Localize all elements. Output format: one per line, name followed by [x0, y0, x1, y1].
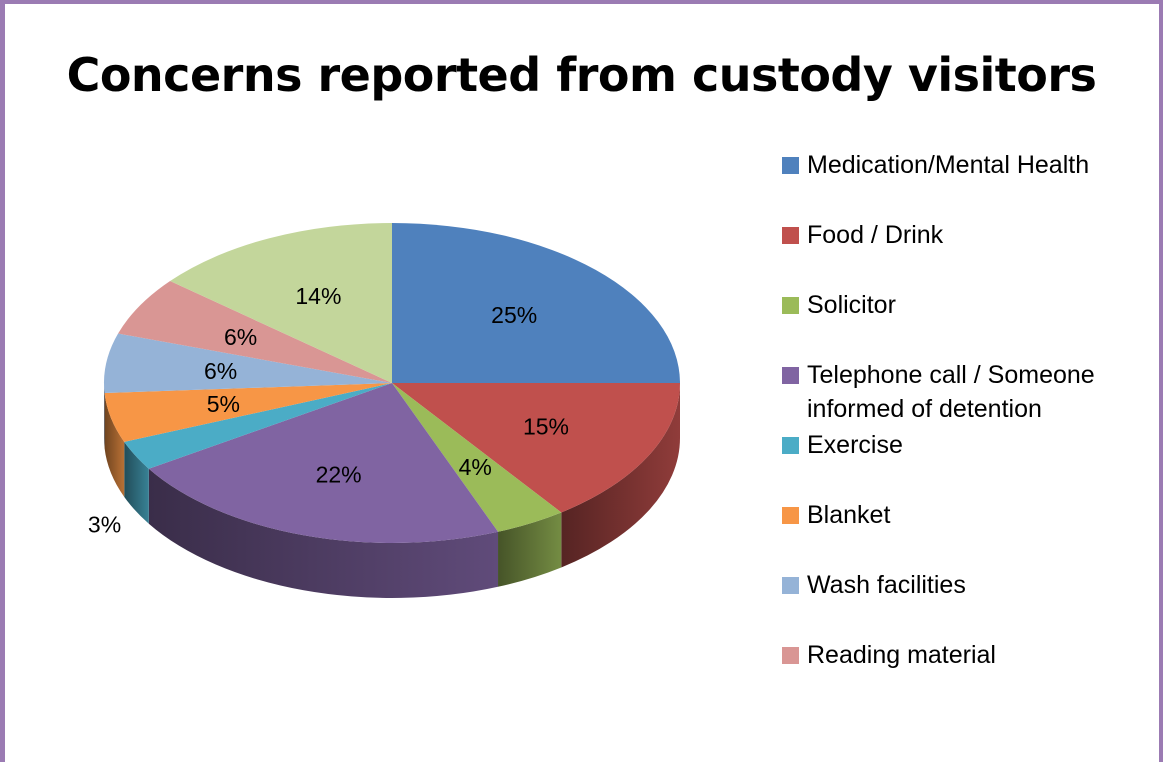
legend-swatch: [782, 437, 799, 454]
pie-slice-blanket: [104, 383, 393, 442]
data-label-reading-material: 6%: [224, 324, 257, 350]
legend-swatch: [782, 227, 799, 244]
legend-swatch: [782, 577, 799, 594]
legend-label: Food / Drink: [807, 221, 944, 249]
data-label-medication-mental-health: 25%: [491, 302, 537, 328]
pie-slice-wash-facilities: [104, 333, 393, 394]
legend-item-blanket: Blanket: [782, 498, 1137, 532]
data-label-exercise: 3%: [88, 512, 121, 538]
pie-slice-reading-material: [118, 281, 392, 383]
data-label-wash-facilities: 6%: [204, 358, 237, 384]
data-label-solicitor: 4%: [459, 454, 492, 480]
legend-label: Blanket: [807, 501, 891, 529]
legend-item-food-drink: Food / Drink: [782, 218, 1137, 252]
pie-slice-side-food-drink: [561, 383, 680, 568]
legend-label: Medication/Mental Health: [807, 151, 1090, 179]
pie-slice-side-solicitor: [498, 512, 562, 587]
legend-item-solicitor: Solicitor: [782, 288, 1137, 322]
legend-swatch: [782, 157, 799, 174]
pie-slice-side-exercise: [124, 441, 149, 524]
legend-label: Reading material: [807, 641, 996, 669]
legend-swatch: [782, 647, 799, 664]
pie-slice-slice-8: [170, 223, 392, 383]
data-label-blanket: 5%: [207, 391, 240, 417]
legend-swatch: [782, 507, 799, 524]
pie-slice-side-blanket: [104, 393, 125, 497]
data-label-slice-8: 14%: [295, 283, 341, 309]
chart-title: Concerns reported from custody visitors: [66, 48, 1097, 102]
pie-slice-side-wash-facilities: [104, 383, 105, 449]
pie-slice-telephone-call-someone-informed-of-detention: [148, 383, 499, 543]
legend-label: Telephone call / Someone informed of det…: [807, 361, 1095, 423]
legend-swatch: [782, 297, 799, 314]
legend-label: Exercise: [807, 431, 903, 459]
pie-slice-exercise: [124, 383, 393, 469]
legend-label: Wash facilities: [807, 571, 966, 599]
legend-label: Solicitor: [807, 291, 896, 319]
legend-item-medication-mental-health: Medication/Mental Health: [782, 148, 1137, 182]
legend-swatch: [782, 367, 799, 384]
data-label-telephone-call-someone-informed-of-detention: 22%: [316, 461, 362, 487]
legend-item-wash-facilities: Wash facilities: [782, 568, 1137, 602]
legend-item-telephone-call-someone-informed-of-detention: Telephone call / Someone informed of det…: [782, 358, 1137, 426]
pie-slice-food-drink: [392, 383, 680, 513]
pie-slice-side-telephone-call-someone-informed-of-detention: [148, 468, 499, 598]
data-label-food-drink: 15%: [523, 414, 569, 440]
legend-item-reading-material: Reading material: [782, 638, 1137, 672]
legend-item-exercise: Exercise: [782, 428, 1137, 462]
pie-slice-medication-mental-health: [392, 223, 680, 383]
pie-slice-solicitor: [392, 383, 562, 532]
